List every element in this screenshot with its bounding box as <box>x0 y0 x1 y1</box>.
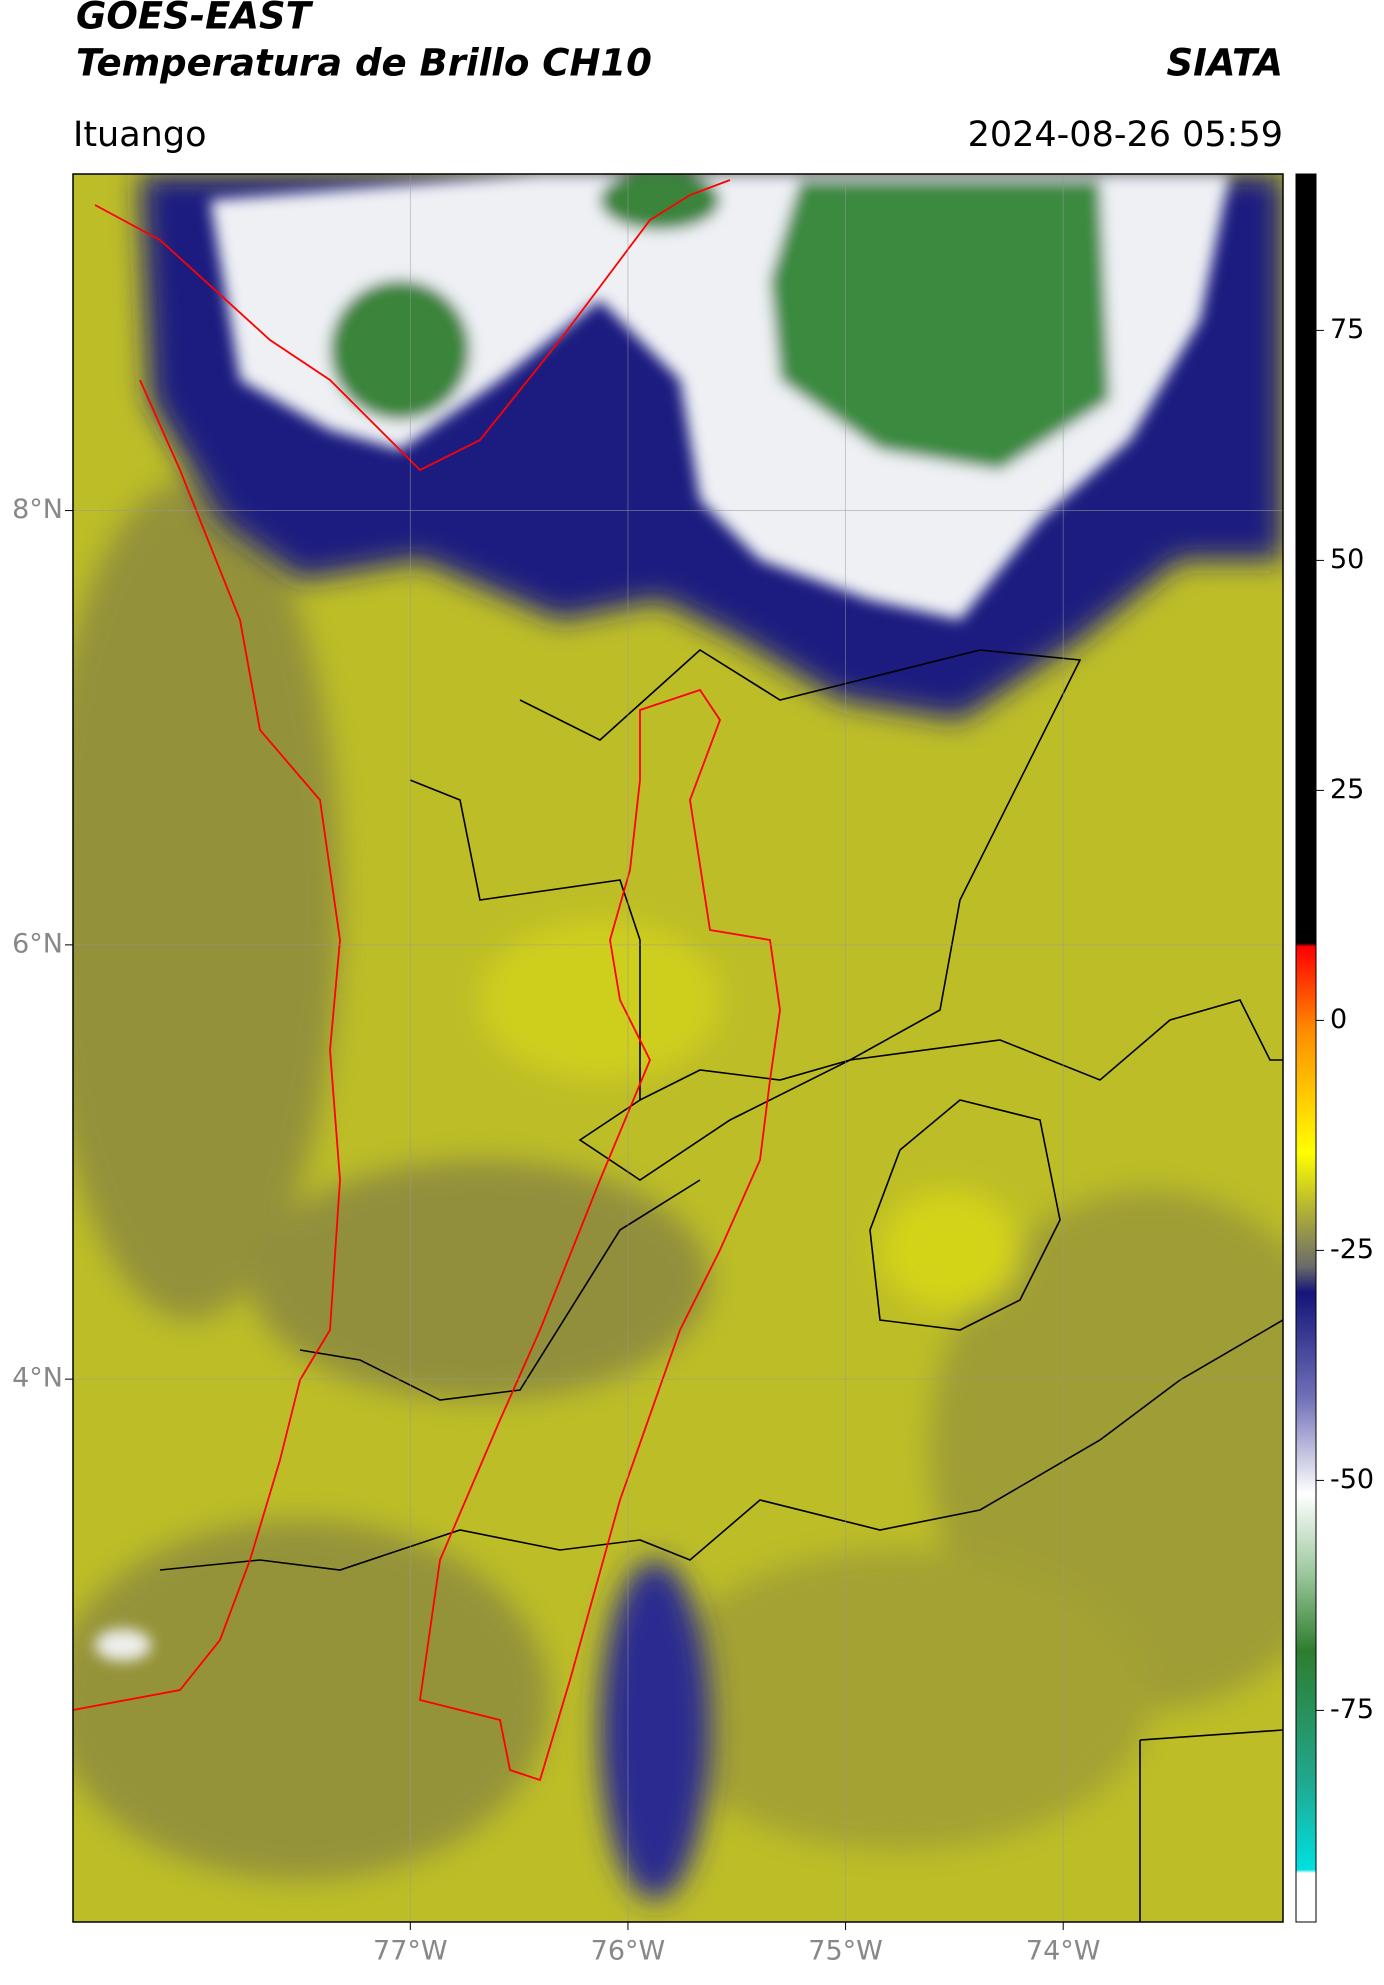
colorbar-label: 50 <box>1330 544 1364 575</box>
region: Ituango <box>73 115 207 155</box>
colorbar-label: 75 <box>1330 314 1364 345</box>
datetime: 2024-08-26 05:59 <box>968 115 1283 155</box>
x-tick-label: 75°W <box>808 1936 883 1967</box>
colorbar <box>1295 173 1317 1923</box>
y-tick-label: 6°N <box>12 928 63 959</box>
colorbar-label: -50 <box>1330 1464 1374 1495</box>
subtitle: Temperatura de Brillo CH10 <box>76 42 652 85</box>
colorbar-label: 25 <box>1330 774 1364 805</box>
y-tick-label: 8°N <box>12 494 63 525</box>
title: GOES-EAST <box>76 0 314 38</box>
boundary <box>73 179 781 1782</box>
colorbar-label: -75 <box>1330 1694 1374 1725</box>
x-tick-label: 74°W <box>1026 1936 1101 1967</box>
satellite-image <box>73 174 1283 1922</box>
colorbar-label: 0 <box>1330 1004 1347 1035</box>
y-tick-label: 4°N <box>12 1363 63 1394</box>
x-tick-label: 76°W <box>591 1936 666 1967</box>
map-frame <box>72 173 1284 1923</box>
borders <box>159 649 1283 1922</box>
x-tick-label: 77°W <box>373 1936 448 1967</box>
source: SIATA <box>1166 42 1283 85</box>
colorbar-label: -25 <box>1330 1234 1374 1265</box>
